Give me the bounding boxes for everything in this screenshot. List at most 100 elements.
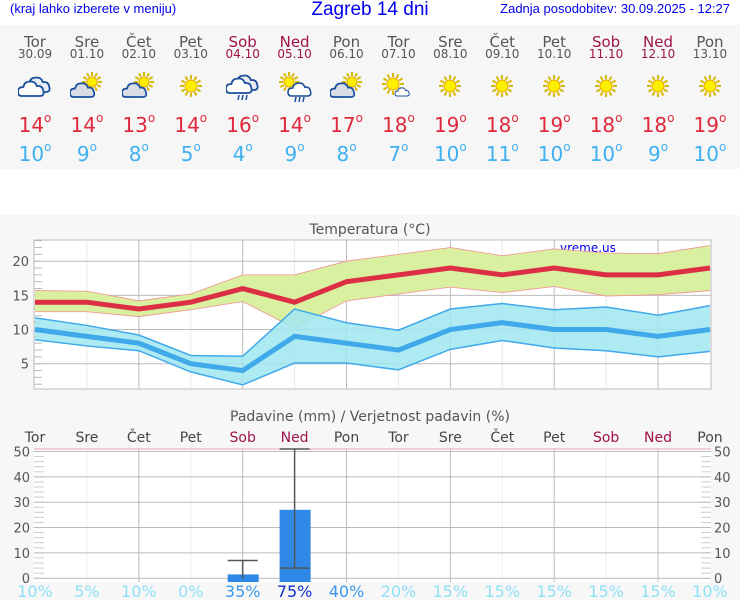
day-name: Sre <box>438 33 463 51</box>
x-category-label: Sre <box>75 430 98 446</box>
x-category-label: Sob <box>593 430 619 446</box>
max-temp: 14o <box>278 111 311 137</box>
probability-label: 35% <box>225 582 261 600</box>
min-temp-value: 10 <box>537 142 564 166</box>
min-temp: 7o <box>388 140 409 166</box>
day-date: 04.10 <box>225 47 260 61</box>
band-upper-line <box>34 302 711 357</box>
max-temp: 14o <box>70 111 104 137</box>
day-date: 03.10 <box>173 47 208 61</box>
min-temp: 11o <box>485 140 519 166</box>
partly-cloudy-icon <box>329 72 362 98</box>
sun-icon <box>491 75 514 97</box>
probability-label: 15% <box>433 582 469 600</box>
min-temp-value: 10 <box>589 142 616 166</box>
day-date: 11.10 <box>588 47 624 61</box>
y-tick-label: 20 <box>12 255 29 270</box>
y-tick-label: 10 <box>12 324 29 339</box>
sun-small-cloud-icon <box>382 73 411 97</box>
max-temp: 19o <box>433 111 467 137</box>
min-temp-value: 9 <box>284 142 298 166</box>
max-temp: 19o <box>693 111 727 137</box>
day-date: 09.10 <box>485 47 520 61</box>
day-name: Sob <box>591 33 621 51</box>
max-temp: 19o <box>537 111 571 137</box>
max-temp-value: 16 <box>226 113 252 137</box>
charts-area: 5 10 15 20 Temperatura (°C) vreme.us Padavine… <box>0 215 740 600</box>
day-name: Sob <box>228 33 257 51</box>
max-temp: 18o <box>589 111 623 137</box>
max-temp-value: 14 <box>18 113 45 137</box>
y-tick-label-right: 10 <box>714 547 731 562</box>
daily-forecast-panel: Tor 30.09 14o 10o Sre 01.10 14o 9o Čet 02.… <box>0 25 740 169</box>
day-name: Tor <box>24 33 46 51</box>
probability-label: 15% <box>484 582 520 600</box>
probability-label: 15% <box>536 582 572 600</box>
min-temp: 10o <box>18 140 52 166</box>
y-tick-label-right: 40 <box>714 471 731 486</box>
min-temp-line <box>34 320 711 374</box>
day-date: 10.10 <box>537 47 572 61</box>
y-tick-label-left: 50 <box>13 446 30 461</box>
max-temp-value: 17 <box>330 113 356 137</box>
x-category-label: Ned <box>281 430 309 446</box>
min-temp-value: 10 <box>18 142 45 166</box>
sun-icon <box>647 75 670 97</box>
min-temp-value: 8 <box>128 142 142 166</box>
day-date: 30.09 <box>17 47 53 61</box>
chart-title: Temperatura (°C) <box>308 222 430 238</box>
day-date: 06.10 <box>329 47 364 61</box>
min-temp-value: 5 <box>180 142 194 166</box>
min-temp-value: 10 <box>433 142 460 166</box>
sun-icon <box>179 75 202 97</box>
max-temp: 14o <box>18 111 52 137</box>
max-temp: 17o <box>330 111 363 137</box>
probability-label: 20% <box>381 582 417 600</box>
min-temp: 10o <box>589 140 623 166</box>
y-tick-label-left: 30 <box>13 496 30 511</box>
min-temp-value: 10 <box>693 142 719 166</box>
day-name: Ned <box>643 33 674 51</box>
min-temp: 9o <box>76 140 97 166</box>
probability-label: 10% <box>121 582 157 600</box>
partly-cloudy-icon <box>121 72 154 98</box>
x-category-label: Tor <box>24 430 46 446</box>
y-tick-label-left: 20 <box>13 522 30 537</box>
y-tick-label-right: 30 <box>714 496 731 511</box>
sun-icon <box>439 75 462 97</box>
y-tick-label-right: 20 <box>714 522 731 537</box>
day-name: Pet <box>178 33 203 51</box>
min-temp: 10o <box>537 140 571 166</box>
band-lower-line <box>34 339 711 386</box>
min-temp-value: 11 <box>485 142 512 166</box>
x-category-label: Sob <box>230 430 256 446</box>
partly-cloudy-icon <box>69 72 102 98</box>
max-temp-value: 19 <box>433 113 460 137</box>
rain-cloud-icon <box>225 74 259 101</box>
probability-label: 15% <box>640 582 676 600</box>
location-hint[interactable]: (kraj lahko izberete v meniju) <box>10 1 177 16</box>
max-temp-value: 18 <box>485 113 512 137</box>
x-category-label: Čet <box>127 428 151 446</box>
min-temp-value: 9 <box>76 142 90 166</box>
day-name: Čet <box>489 33 516 51</box>
day-date: 08.10 <box>433 47 468 61</box>
max-temp-value: 14 <box>174 113 200 137</box>
last-updated: Zadnja posodobitev: 30.09.2025 - 12:27 <box>500 1 730 16</box>
day-date: 01.10 <box>69 47 105 61</box>
min-temp: 8o <box>128 140 149 166</box>
min-temp-value: 9 <box>647 142 661 166</box>
sun-rain-icon <box>278 72 312 102</box>
x-category-label: Tor <box>387 430 409 446</box>
max-temp: 18o <box>485 111 519 137</box>
day-name: Sre <box>74 33 100 51</box>
min-temp-value: 4 <box>232 142 246 166</box>
sun-icon <box>698 75 721 97</box>
probability-label: 0% <box>178 582 203 600</box>
min-temp: 5o <box>180 140 201 166</box>
precipitation-chart: Padavine (mm) / Verjetnost padavin (%) 0 0… <box>13 409 731 600</box>
day-date: 05.10 <box>277 47 312 61</box>
x-category-label: Ned <box>644 430 672 446</box>
max-temp-value: 14 <box>278 113 304 137</box>
